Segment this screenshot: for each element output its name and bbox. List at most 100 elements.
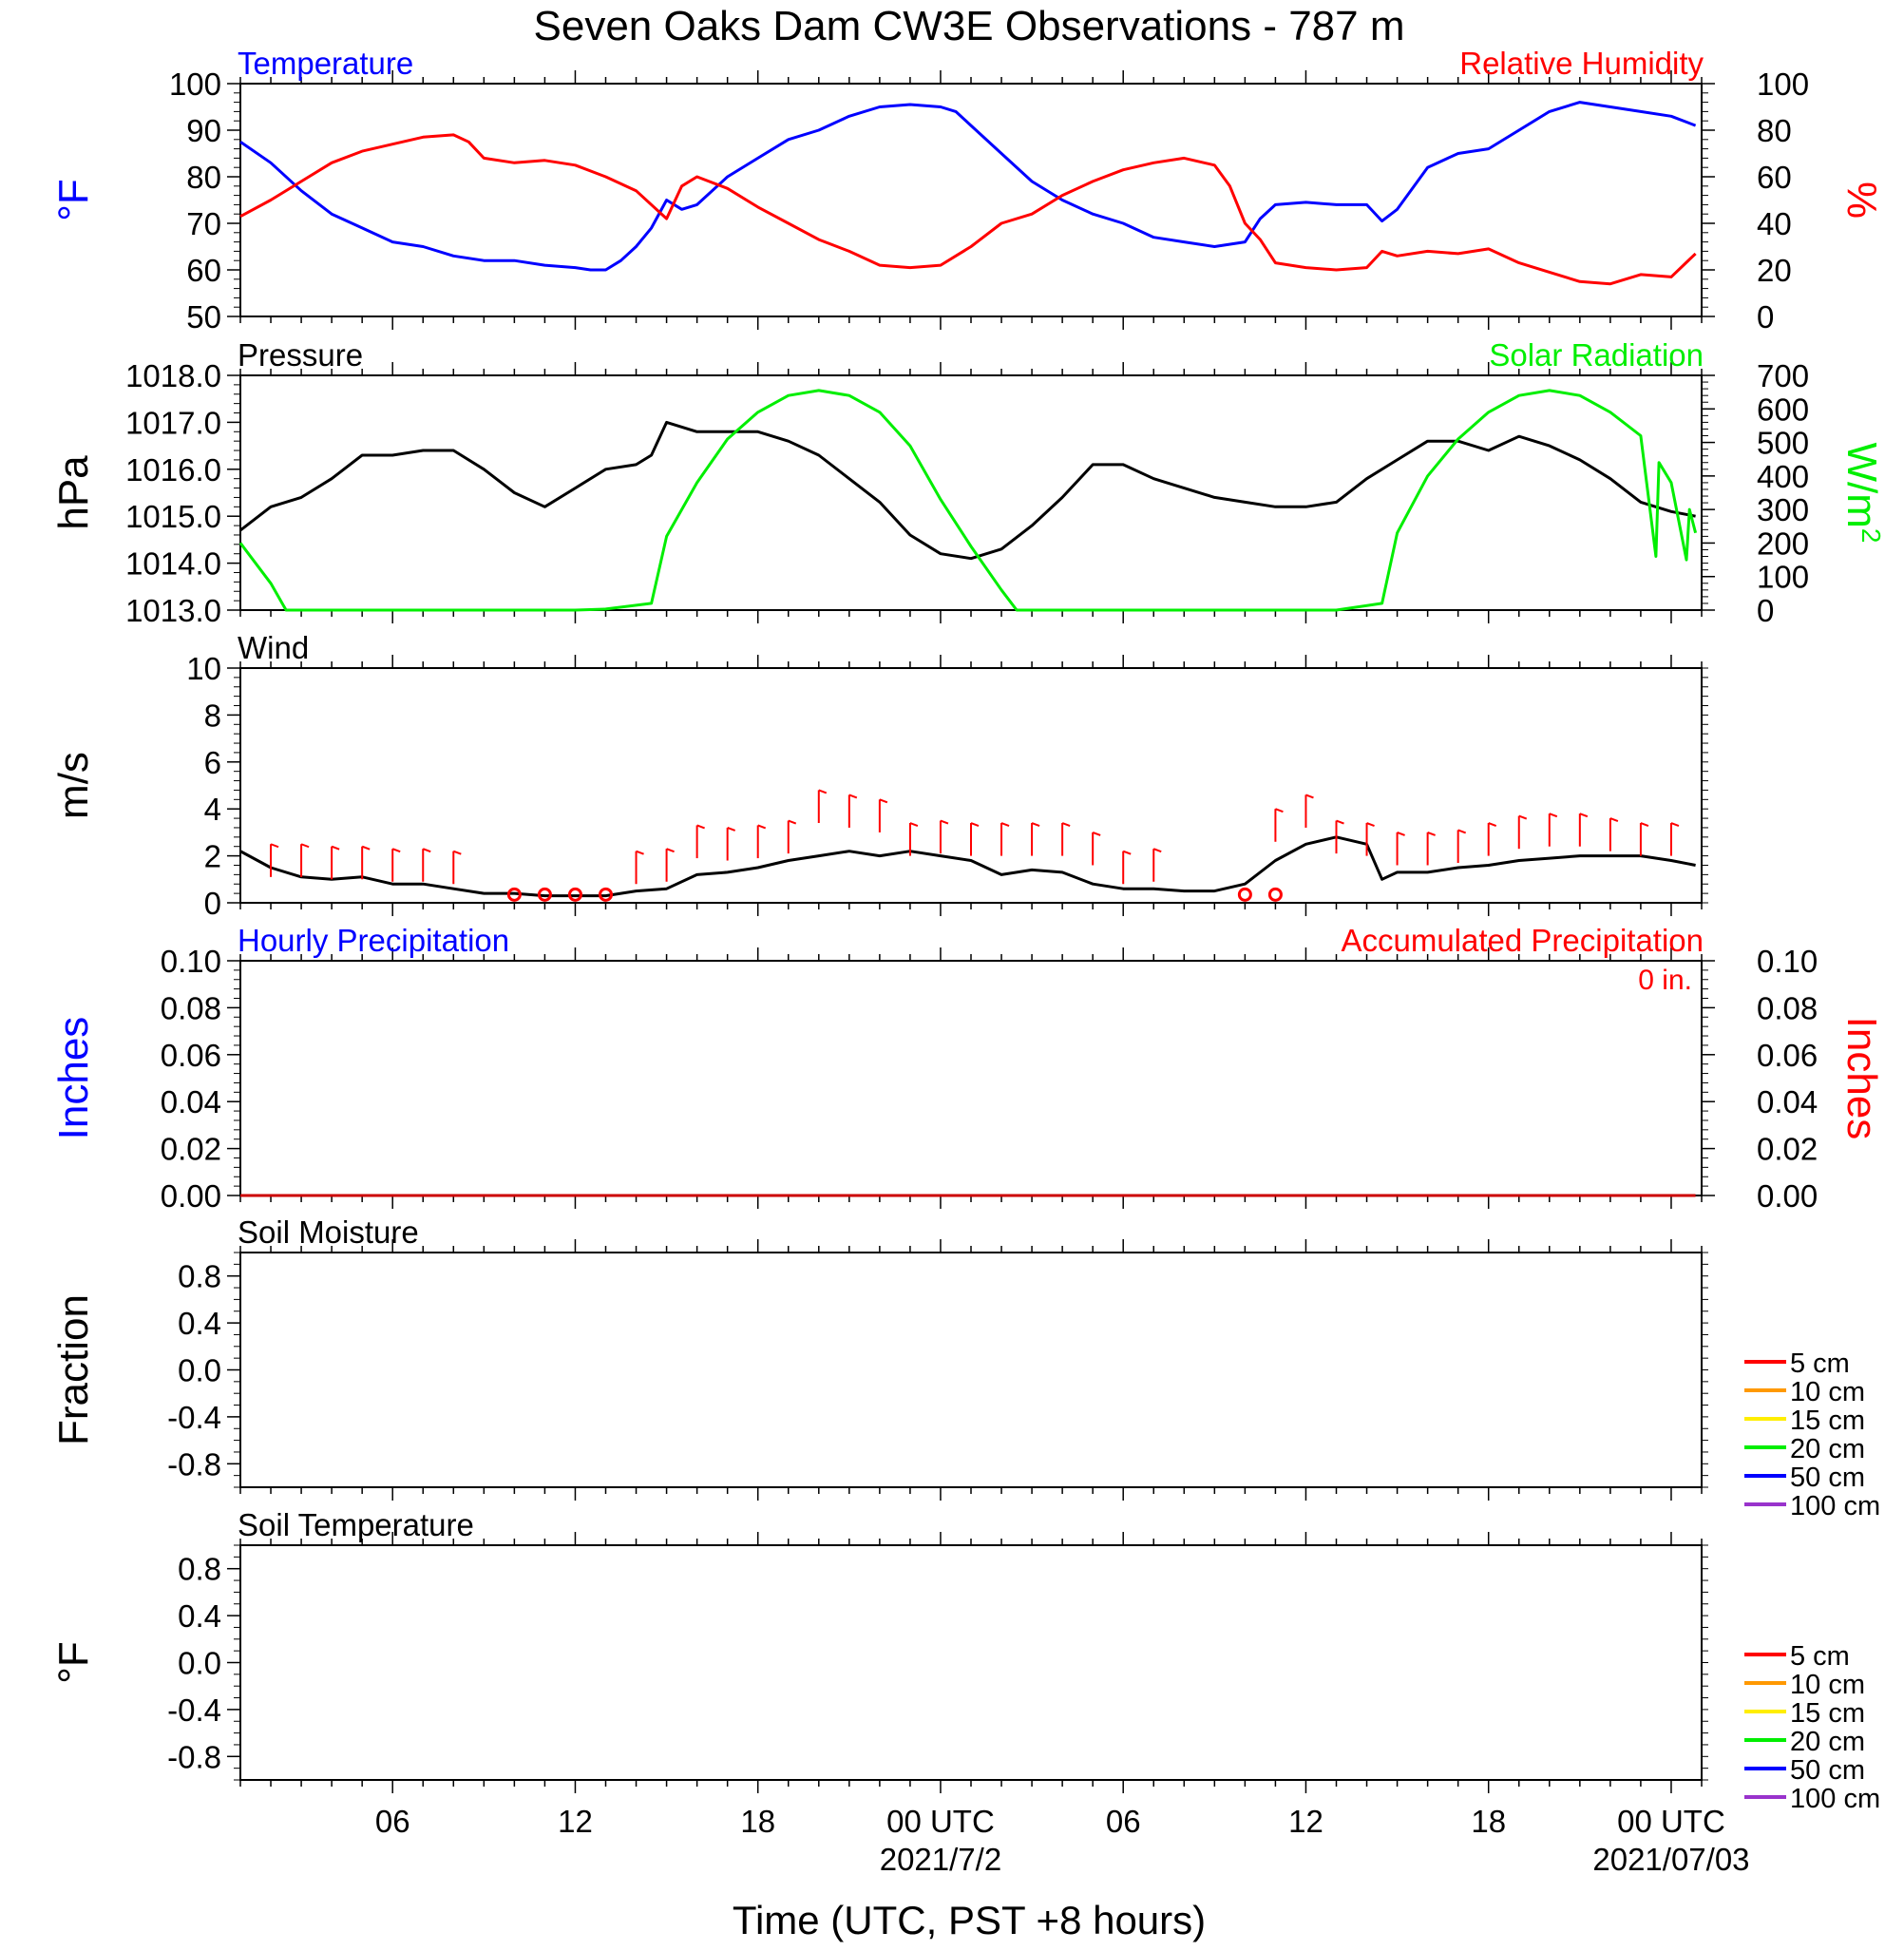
panel-wind: 0 2 4 6 8 10 Wind m/s — [50, 630, 1708, 921]
y2-tick-label: 200 — [1757, 526, 1809, 561]
y-tick-label: 1014.0 — [125, 546, 221, 582]
series-line-relative-humidity — [239, 133, 1697, 286]
wind-barb-flag — [1366, 822, 1375, 827]
wind-barb-flag — [727, 827, 736, 832]
wind-barb-flag — [1092, 831, 1101, 836]
legend-label: 20 cm — [1790, 1434, 1865, 1464]
y-tick-label: 8 — [204, 698, 221, 733]
panel-right-title: Solar Radiation — [1489, 337, 1704, 373]
series-line-temperature — [239, 101, 1697, 272]
y-tick-label: -0.8 — [167, 1739, 221, 1774]
wind-barb-flag — [1579, 813, 1589, 818]
y2-tick-label: 300 — [1757, 492, 1809, 527]
x-tick-label: 12 — [558, 1804, 593, 1839]
y-tick-label: 0.08 — [161, 990, 221, 1025]
y2-tick-label: 500 — [1757, 426, 1809, 461]
y-tick-label: 0.4 — [178, 1598, 221, 1634]
x-date-label: 2021/7/2 — [880, 1842, 1001, 1877]
x-tick-label: 00 UTC — [1617, 1804, 1725, 1839]
y-tick-label: 1016.0 — [125, 452, 221, 488]
y-tick-label: 70 — [186, 206, 221, 241]
y-tick-label: 90 — [186, 113, 221, 148]
y2-tick-label: 0.02 — [1757, 1132, 1818, 1167]
y-tick-label: 10 — [186, 651, 221, 686]
left-axis-label: °F — [50, 1641, 97, 1683]
right-axis-label: Inches — [1838, 1017, 1885, 1140]
y-tick-label: -0.4 — [167, 1400, 221, 1435]
wind-barb-flag — [1670, 822, 1680, 827]
y-tick-label: 0.00 — [161, 1178, 221, 1214]
wind-barb-flag — [1457, 829, 1467, 834]
y-tick-label: 0.10 — [161, 944, 221, 979]
wind-barb-flag — [940, 819, 949, 825]
y-tick-label: 50 — [186, 299, 221, 335]
y-tick-label: 0.02 — [161, 1132, 221, 1167]
y2-tick-label: 700 — [1757, 358, 1809, 393]
series-line-pressure — [239, 420, 1696, 561]
legend-label: 100 cm — [1790, 1784, 1880, 1814]
y2-tick-label: 0.04 — [1757, 1084, 1818, 1119]
right-axis-label: % — [1838, 182, 1885, 219]
y-tick-label: 1015.0 — [125, 499, 221, 534]
wind-barb-flag — [1549, 813, 1558, 818]
wind-barb-flag — [1397, 831, 1405, 836]
y2-tick-label: 100 — [1757, 560, 1809, 595]
right-axis-label: W/m2 — [1838, 443, 1887, 544]
panel-left-title: Wind — [238, 630, 309, 665]
y2-tick-label: 80 — [1757, 113, 1792, 148]
wind-barb-flag — [666, 848, 675, 853]
y-tick-label: 100 — [169, 67, 221, 102]
wind-barb-flag — [1152, 848, 1162, 853]
x-tick-label: 12 — [1288, 1804, 1323, 1839]
x-tick-label: 18 — [1471, 1804, 1506, 1839]
wind-barb-flag — [452, 850, 462, 855]
y2-tick-label: 20 — [1757, 253, 1792, 288]
calm-wind-circle — [506, 887, 522, 902]
panel-left-title: Soil Moisture — [238, 1215, 419, 1250]
y-tick-label: 80 — [186, 160, 221, 195]
wind-barb-flag — [818, 789, 828, 794]
calm-wind-circle — [537, 887, 552, 902]
wind-barb-flag — [696, 824, 705, 830]
y2-tick-label: 60 — [1757, 160, 1792, 195]
panel-left-title: Soil Temperature — [238, 1507, 474, 1542]
panel-right-title: Relative Humidity — [1459, 46, 1704, 81]
x-tick-label: 06 — [1106, 1804, 1141, 1839]
panel-temperature_humidity: 50 60 70 80 90 100 0 20 40 60 80 100 Temperature Rela… — [50, 46, 1885, 335]
left-axis-label: Inches — [50, 1017, 97, 1140]
wind-barb-flag — [1488, 822, 1497, 827]
y-tick-label: 0 — [204, 886, 221, 921]
y2-tick-label: 0.08 — [1757, 990, 1818, 1025]
legend-label: 10 cm — [1790, 1670, 1865, 1700]
y2-tick-label: 0 — [1757, 593, 1774, 628]
panel-right-title: Accumulated Precipitation — [1341, 923, 1704, 958]
x-tick-label: 00 UTC — [886, 1804, 995, 1839]
left-axis-label: °F — [50, 179, 97, 220]
wind-barb-flag — [1061, 822, 1071, 827]
legend-label: 20 cm — [1790, 1727, 1865, 1757]
y-tick-label: 0.8 — [178, 1552, 221, 1587]
legend-label: 15 cm — [1790, 1698, 1865, 1729]
panel-soil_moisture: -0.8 -0.4 0.0 0.4 0.8 Soil Moisture Fraction 5 … — [50, 1215, 1880, 1521]
legend-label: 10 cm — [1790, 1377, 1865, 1407]
y-tick-label: 0.06 — [161, 1038, 221, 1073]
panel-annotation: 0 in. — [1638, 965, 1692, 996]
y-tick-label: -0.8 — [167, 1446, 221, 1482]
wind-barb-flag — [270, 843, 279, 849]
wind-barb-flag — [1305, 794, 1314, 799]
x-date-label: 2021/07/03 — [1592, 1842, 1749, 1877]
left-axis-label: Fraction — [50, 1294, 97, 1445]
x-axis-label: Time (UTC, PST +8 hours) — [733, 1898, 1206, 1942]
y-tick-label: 1018.0 — [125, 358, 221, 393]
legend-label: 100 cm — [1790, 1491, 1880, 1521]
wind-barb-flag — [1609, 817, 1619, 823]
wind-barb-flag — [970, 822, 980, 827]
y-tick-label: 60 — [186, 253, 221, 288]
wind-barb-flag — [361, 845, 371, 851]
wind-barb-flag — [1031, 822, 1040, 827]
y-tick-label: 1013.0 — [125, 593, 221, 628]
y-tick-label: 0.04 — [161, 1084, 221, 1119]
